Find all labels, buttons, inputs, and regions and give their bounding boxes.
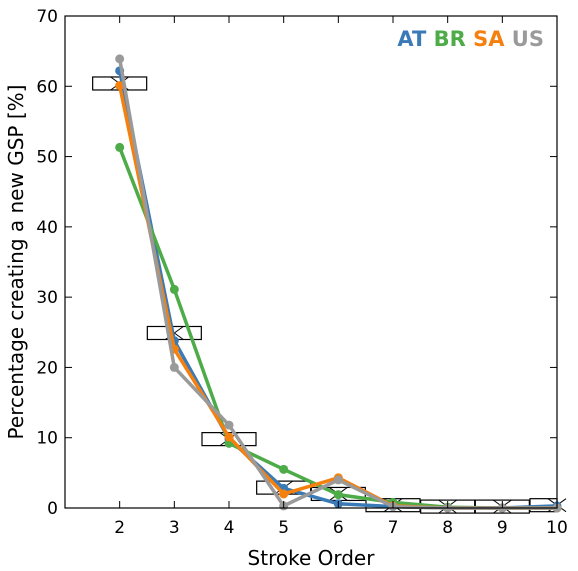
series-point-br — [115, 142, 125, 152]
series-point-br — [333, 490, 343, 500]
y-tick-label: 30 — [36, 288, 58, 308]
x-tick-label: 8 — [442, 518, 453, 538]
y-tick-label: 10 — [36, 429, 58, 449]
x-tick-label: 6 — [333, 518, 344, 538]
series-point-sa — [115, 81, 125, 91]
x-tick-label: 10 — [546, 518, 568, 538]
x-tick-label: 5 — [278, 518, 289, 538]
y-tick-label: 50 — [36, 148, 58, 168]
legend-entry-us: US — [505, 27, 545, 51]
series-line-sa — [117, 85, 557, 510]
series-point-sa — [224, 432, 234, 442]
series-point-sa — [279, 489, 289, 499]
legend: AT BR SA US — [397, 27, 544, 51]
series-point-us — [169, 362, 179, 372]
series-point-us — [115, 54, 125, 64]
y-tick-label: 40 — [36, 218, 58, 238]
y-axis-label: Percentage creating a new GSP [%] — [4, 85, 28, 440]
x-tick-label: 7 — [388, 518, 399, 538]
series-point-br — [279, 464, 289, 474]
series-lines — [115, 54, 562, 513]
series-point-br — [169, 284, 179, 294]
x-tick-label: 3 — [169, 518, 180, 538]
series-point-us — [333, 475, 343, 485]
x-tick-label: 2 — [114, 518, 125, 538]
plot-frame — [64, 15, 558, 509]
series-line-us — [117, 58, 557, 510]
axis-ticks: 2 3 4 5 6 7 8 9 10 0 10 20 30 40 50 60 70 — [36, 7, 567, 538]
legend-entry-sa: SA — [466, 27, 505, 51]
y-tick-label: 20 — [36, 358, 58, 378]
series-line-at — [117, 70, 558, 510]
legend-entry-at: AT — [397, 27, 427, 51]
x-tick-label: 9 — [497, 518, 508, 538]
x-axis-label: Stroke Order — [248, 546, 376, 570]
y-tick-label: 0 — [47, 499, 58, 519]
series-point-us — [224, 420, 234, 430]
y-tick-label: 70 — [36, 7, 58, 27]
legend-entry-br: BR — [426, 27, 466, 51]
y-tick-label: 60 — [36, 77, 58, 97]
x-tick-label: 4 — [224, 518, 235, 538]
